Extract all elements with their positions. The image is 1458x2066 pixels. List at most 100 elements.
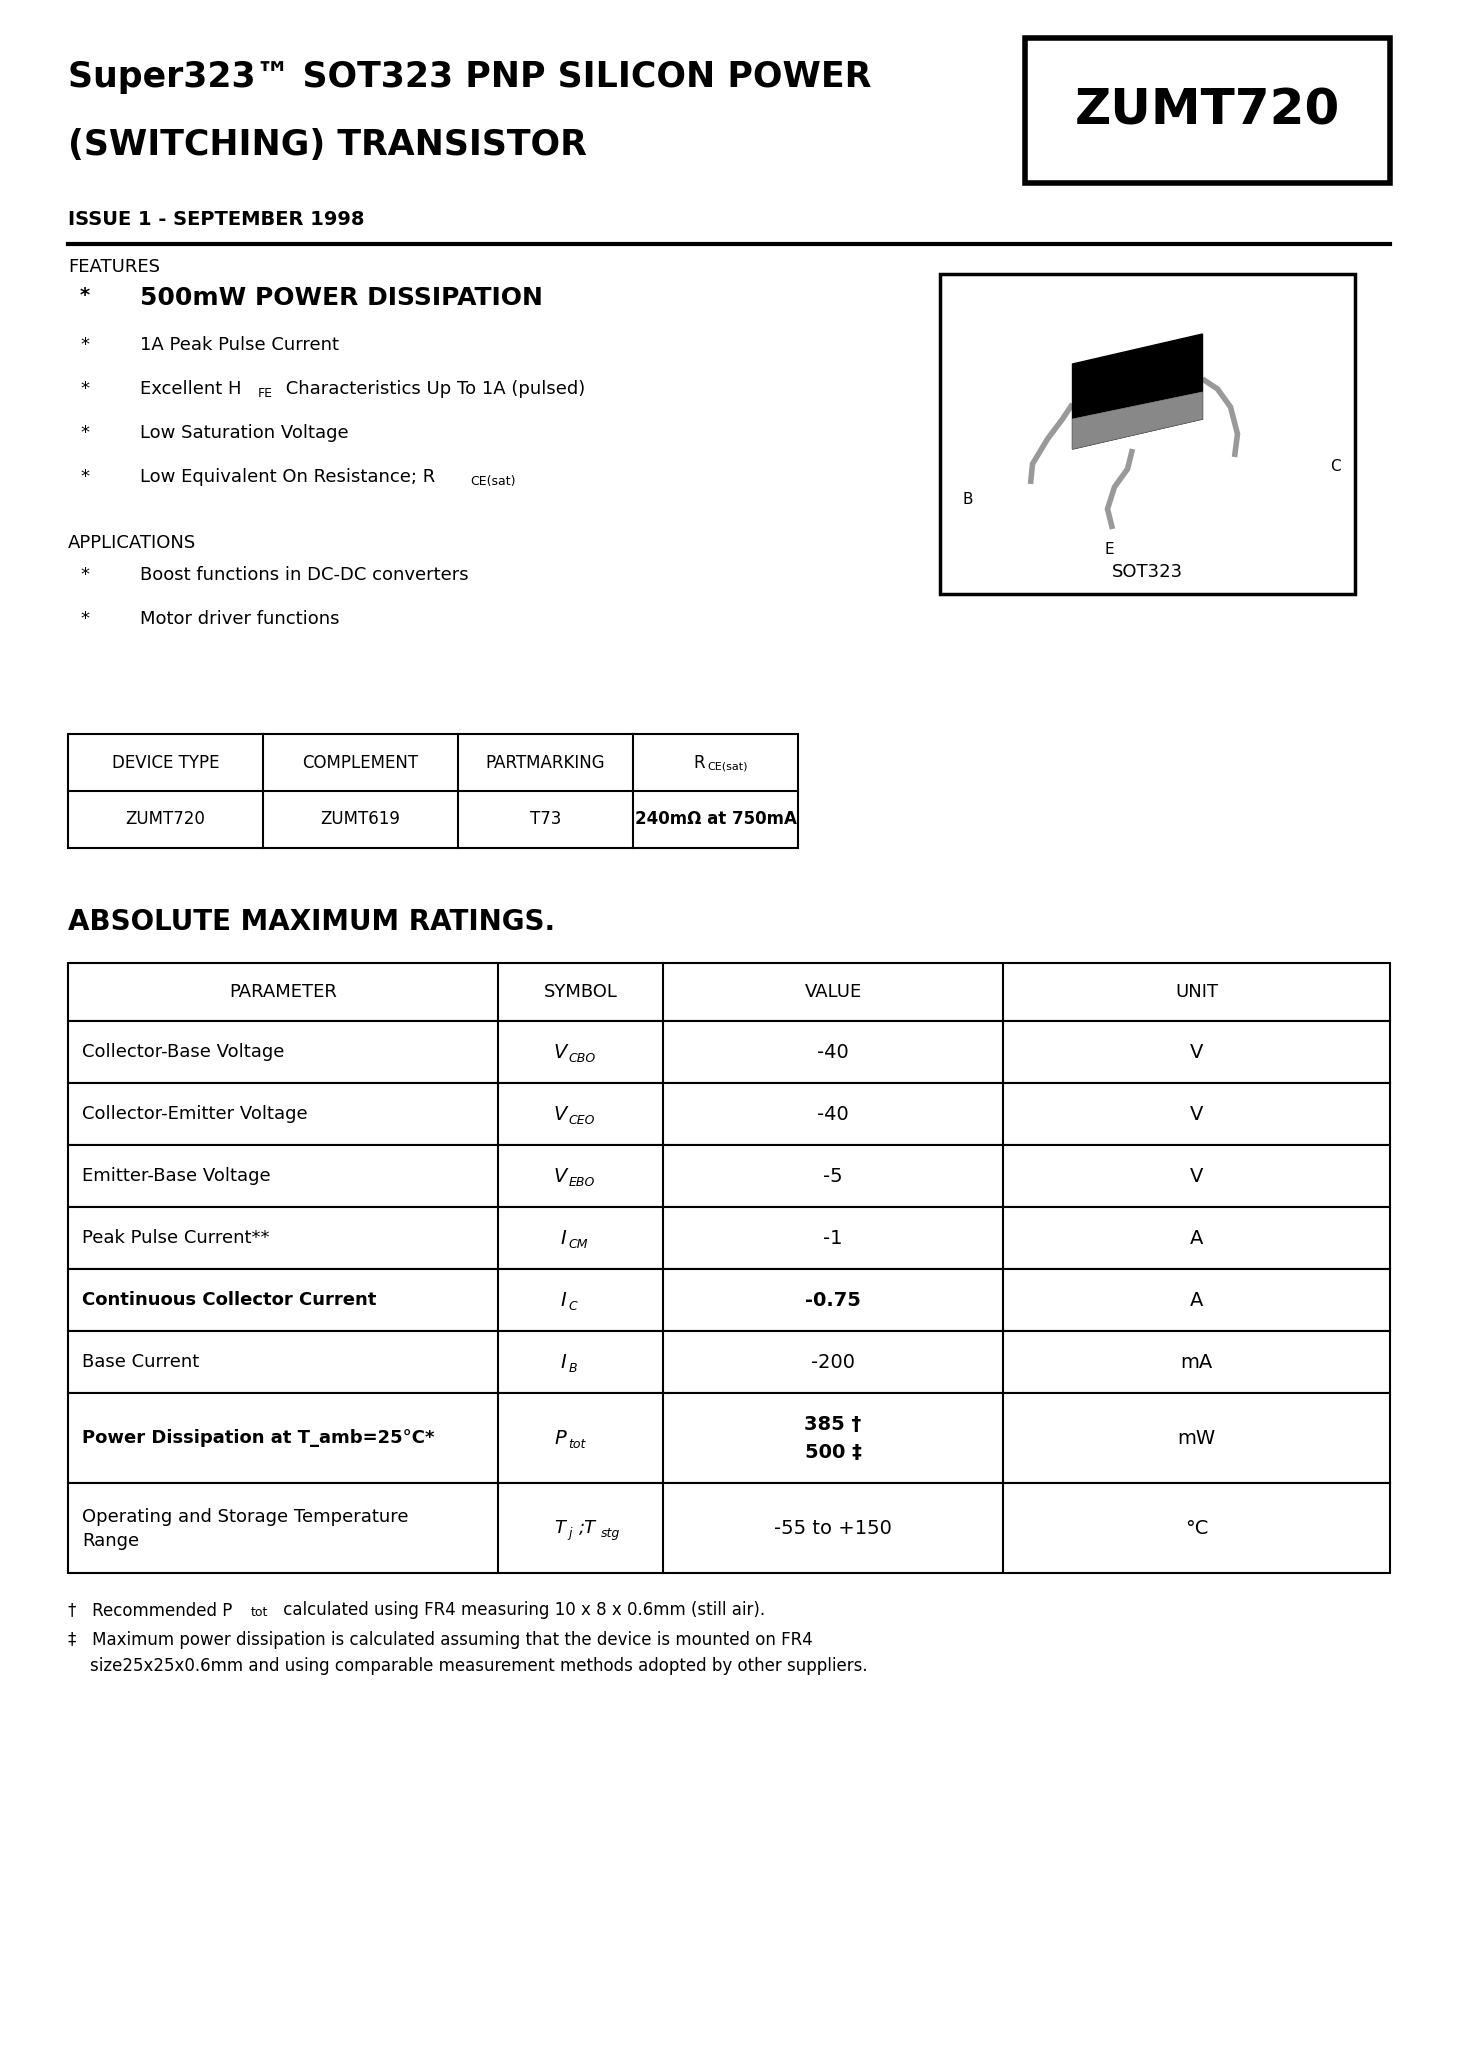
Text: Collector-Emitter Voltage: Collector-Emitter Voltage: [82, 1105, 308, 1124]
Text: B: B: [962, 492, 974, 506]
Text: Super323™ SOT323 PNP SILICON POWER: Super323™ SOT323 PNP SILICON POWER: [69, 60, 872, 93]
Text: PARAMETER: PARAMETER: [229, 983, 337, 1002]
Polygon shape: [1073, 393, 1203, 448]
Text: V: V: [553, 1167, 567, 1186]
Text: V: V: [1190, 1105, 1203, 1124]
Text: Low Equivalent On Resistance; R: Low Equivalent On Resistance; R: [140, 469, 436, 486]
Text: 500 ‡: 500 ‡: [805, 1442, 862, 1461]
Text: Motor driver functions: Motor driver functions: [140, 609, 340, 628]
Text: *: *: [80, 285, 90, 306]
Text: V: V: [553, 1105, 567, 1124]
Text: UNIT: UNIT: [1175, 983, 1217, 1002]
Bar: [69, 1269, 1389, 1331]
Text: EBO: EBO: [569, 1176, 595, 1188]
Text: T73: T73: [529, 810, 561, 828]
Text: V: V: [1190, 1043, 1203, 1062]
Text: B: B: [569, 1361, 577, 1374]
Text: *: *: [80, 337, 89, 353]
Text: C: C: [569, 1300, 577, 1312]
Text: *: *: [80, 380, 89, 399]
Text: -40: -40: [816, 1105, 849, 1124]
Text: SOT323: SOT323: [1112, 564, 1182, 581]
Text: SYMBOL: SYMBOL: [544, 983, 617, 1002]
Text: CE(sat): CE(sat): [469, 475, 516, 488]
Bar: [69, 963, 1389, 1021]
Text: ZUMT619: ZUMT619: [321, 810, 401, 828]
Text: COMPLEMENT: COMPLEMENT: [302, 754, 418, 771]
Text: size25x25x0.6mm and using comparable measurement methods adopted by other suppli: size25x25x0.6mm and using comparable mea…: [90, 1657, 868, 1676]
Text: A: A: [1190, 1291, 1203, 1310]
Bar: [69, 1083, 1389, 1145]
Text: ABSOLUTE MAXIMUM RATINGS.: ABSOLUTE MAXIMUM RATINGS.: [69, 907, 555, 936]
Text: CM: CM: [569, 1238, 588, 1250]
Text: 500mW POWER DISSIPATION: 500mW POWER DISSIPATION: [140, 285, 542, 310]
Text: -40: -40: [816, 1043, 849, 1062]
Text: APPLICATIONS: APPLICATIONS: [69, 533, 197, 552]
Polygon shape: [1073, 335, 1203, 448]
Bar: [69, 1021, 1389, 1083]
Text: tot: tot: [251, 1605, 268, 1620]
Text: ZUMT720: ZUMT720: [1075, 87, 1340, 134]
Text: (SWITCHING) TRANSISTOR: (SWITCHING) TRANSISTOR: [69, 128, 588, 161]
Text: Power Dissipation at T_amb=25°C*: Power Dissipation at T_amb=25°C*: [82, 1430, 434, 1446]
Bar: [940, 275, 1354, 595]
Text: VALUE: VALUE: [805, 983, 862, 1002]
Text: ‡   Maximum power dissipation is calculated assuming that the device is mounted : ‡ Maximum power dissipation is calculate…: [69, 1630, 812, 1649]
Text: stg: stg: [601, 1527, 620, 1541]
Text: *: *: [80, 609, 89, 628]
Text: Continuous Collector Current: Continuous Collector Current: [82, 1291, 376, 1310]
Bar: [69, 1392, 1389, 1483]
Text: E: E: [1105, 541, 1114, 558]
Text: j: j: [569, 1527, 572, 1541]
Text: I: I: [561, 1353, 567, 1372]
Bar: [69, 1483, 1389, 1572]
Text: -200: -200: [811, 1353, 854, 1372]
Text: ISSUE 1 - SEPTEMBER 1998: ISSUE 1 - SEPTEMBER 1998: [69, 211, 365, 229]
Text: R: R: [694, 754, 706, 771]
Text: -1: -1: [824, 1229, 843, 1248]
Bar: [69, 1145, 1389, 1207]
Text: ZUMT720: ZUMT720: [125, 810, 206, 828]
Text: ;T: ;T: [579, 1519, 596, 1537]
Text: P: P: [554, 1428, 567, 1448]
Text: Operating and Storage Temperature: Operating and Storage Temperature: [82, 1508, 408, 1527]
Text: *: *: [80, 469, 89, 486]
Text: A: A: [1190, 1229, 1203, 1248]
Text: Boost functions in DC-DC converters: Boost functions in DC-DC converters: [140, 566, 468, 585]
Text: -55 to +150: -55 to +150: [774, 1519, 892, 1537]
Text: calculated using FR4 measuring 10 x 8 x 0.6mm (still air).: calculated using FR4 measuring 10 x 8 x …: [278, 1601, 765, 1620]
Text: Low Saturation Voltage: Low Saturation Voltage: [140, 424, 348, 442]
Text: -5: -5: [824, 1167, 843, 1186]
Text: C: C: [1330, 459, 1340, 473]
Text: V: V: [1190, 1167, 1203, 1186]
Bar: [1025, 37, 1389, 184]
Text: 240mΩ at 750mA: 240mΩ at 750mA: [634, 810, 796, 828]
Text: Excellent H: Excellent H: [140, 380, 242, 399]
Text: mW: mW: [1178, 1428, 1216, 1448]
Text: 385 †: 385 †: [805, 1415, 862, 1434]
Text: †   Recommended P: † Recommended P: [69, 1601, 232, 1620]
Text: mA: mA: [1181, 1353, 1213, 1372]
Text: -0.75: -0.75: [805, 1291, 860, 1310]
Text: Peak Pulse Current**: Peak Pulse Current**: [82, 1229, 270, 1248]
Text: tot: tot: [569, 1438, 586, 1450]
Text: Collector-Base Voltage: Collector-Base Voltage: [82, 1043, 284, 1062]
Text: I: I: [561, 1291, 567, 1310]
Text: DEVICE TYPE: DEVICE TYPE: [112, 754, 219, 771]
Text: *: *: [80, 566, 89, 585]
Text: PARTMARKING: PARTMARKING: [486, 754, 605, 771]
Text: CBO: CBO: [569, 1052, 596, 1064]
Text: Characteristics Up To 1A (pulsed): Characteristics Up To 1A (pulsed): [280, 380, 585, 399]
Text: 1A Peak Pulse Current: 1A Peak Pulse Current: [140, 337, 340, 353]
Text: CE(sat): CE(sat): [707, 762, 748, 771]
Text: FEATURES: FEATURES: [69, 258, 160, 277]
Bar: [69, 733, 798, 847]
Text: Range: Range: [82, 1533, 139, 1550]
Text: T: T: [554, 1519, 566, 1537]
Bar: [69, 1207, 1389, 1269]
Text: °C: °C: [1185, 1519, 1209, 1537]
Text: Emitter-Base Voltage: Emitter-Base Voltage: [82, 1167, 271, 1186]
Text: CEO: CEO: [569, 1114, 595, 1126]
Bar: [69, 1331, 1389, 1392]
Text: I: I: [561, 1229, 567, 1248]
